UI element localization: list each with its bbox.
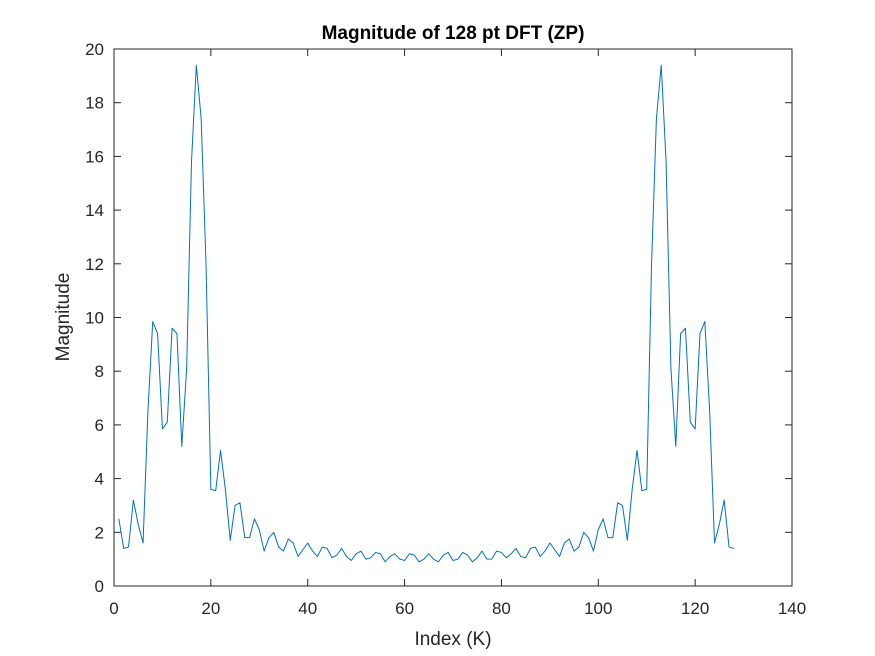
y-tick-label: 18 xyxy=(85,94,104,113)
x-tick-label: 100 xyxy=(584,599,612,618)
axis-ticks: 0 20 40 60 80 100 120 140 0 2 4 6 8 10 12 14 16 18 20 xyxy=(85,40,806,618)
x-tick-label: 140 xyxy=(778,599,806,618)
x-axis-label: Index (K) xyxy=(414,629,491,650)
y-tick-label: 2 xyxy=(95,523,104,542)
y-tick-label: 4 xyxy=(95,470,104,489)
y-axis-label: Magnitude xyxy=(53,273,74,362)
y-tick-label: 6 xyxy=(95,416,104,435)
x-tick-label: 80 xyxy=(492,599,511,618)
y-tick-label: 8 xyxy=(95,362,104,381)
x-tick-label: 0 xyxy=(109,599,118,618)
y-tick-label: 14 xyxy=(85,201,104,220)
series-line xyxy=(118,64,735,563)
x-tick-label: 60 xyxy=(395,599,414,618)
plot-area xyxy=(113,48,793,587)
y-tick-label: 12 xyxy=(85,255,104,274)
y-tick-label: 0 xyxy=(95,577,104,596)
x-tick-label: 120 xyxy=(681,599,709,618)
x-tick-label: 40 xyxy=(298,599,317,618)
y-tick-label: 16 xyxy=(85,147,104,166)
y-tick-label: 20 xyxy=(85,40,104,59)
x-tick-label: 20 xyxy=(201,599,220,618)
y-tick-label: 10 xyxy=(85,309,104,328)
chart-title: Magnitude of 128 pt DFT (ZP) xyxy=(322,23,585,44)
